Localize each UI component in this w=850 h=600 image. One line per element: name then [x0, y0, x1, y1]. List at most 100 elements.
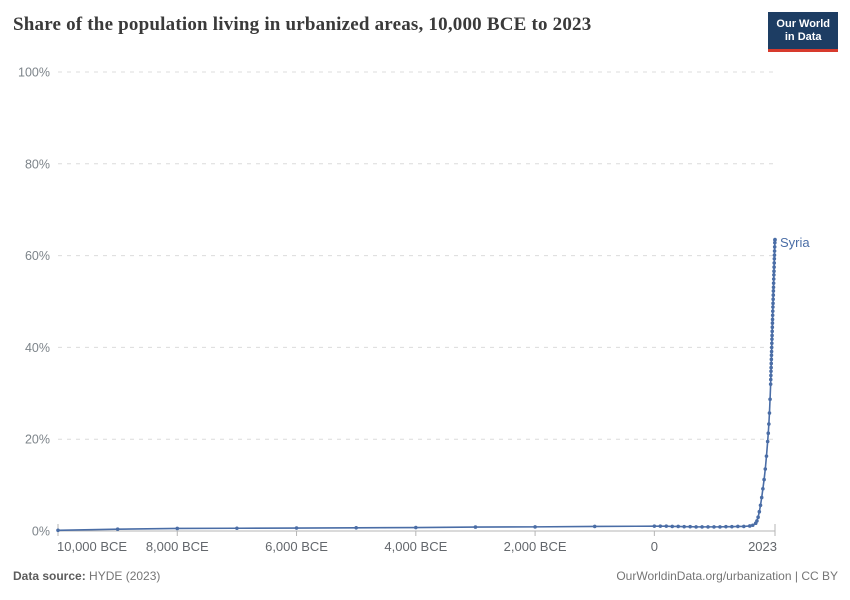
data-point-marker[interactable] [670, 524, 675, 529]
data-point-marker[interactable] [769, 353, 774, 358]
data-point-marker[interactable] [772, 249, 777, 253]
data-point-marker[interactable] [115, 527, 120, 531]
data-point-marker[interactable] [765, 439, 770, 444]
data-point-marker[interactable] [712, 525, 716, 529]
x-tick-label: 10,000 BCE [57, 539, 127, 554]
data-point-marker[interactable] [770, 317, 775, 322]
data-point-marker[interactable] [769, 373, 773, 378]
data-point-marker[interactable] [706, 525, 710, 529]
data-point-marker[interactable] [767, 422, 771, 426]
data-point-marker[interactable] [769, 357, 774, 362]
data-point-marker[interactable] [473, 525, 478, 529]
data-source-label: Data source: [13, 569, 86, 583]
data-point-marker[interactable] [769, 361, 774, 366]
data-point-marker[interactable] [770, 309, 775, 313]
data-point-marker[interactable] [730, 524, 734, 529]
data-point-marker[interactable] [771, 289, 776, 293]
data-point-marker[interactable] [763, 467, 768, 471]
y-tick-label: 40% [25, 341, 50, 355]
series-path[interactable] [57, 238, 776, 532]
data-point-marker[interactable] [766, 431, 771, 436]
data-point-marker[interactable] [694, 525, 698, 529]
data-point-marker[interactable] [767, 411, 772, 415]
data-point-marker[interactable] [688, 524, 692, 529]
data-point-marker[interactable] [762, 477, 766, 482]
series-label-syria[interactable]: Syria [780, 235, 810, 250]
data-point-marker[interactable] [758, 503, 763, 508]
data-point-marker[interactable] [756, 515, 760, 520]
data-point-marker[interactable] [770, 329, 774, 334]
data-point-marker[interactable] [658, 524, 663, 528]
data-point-marker[interactable] [770, 337, 774, 341]
data-point-marker[interactable] [772, 253, 777, 257]
data-point-marker[interactable] [770, 325, 775, 330]
data-point-marker[interactable] [771, 301, 775, 306]
data-point-marker[interactable] [771, 277, 776, 281]
chart-title: Share of the population living in urbani… [13, 14, 592, 35]
y-tick-label: 20% [25, 433, 50, 447]
data-point-marker[interactable] [771, 305, 775, 309]
data-point-marker[interactable] [768, 382, 773, 386]
data-point-marker[interactable] [724, 524, 728, 529]
data-point-marker[interactable] [771, 285, 776, 290]
data-point-marker[interactable] [750, 523, 755, 528]
data-point-marker[interactable] [235, 526, 239, 531]
data-point-marker[interactable] [354, 525, 358, 530]
data-point-marker[interactable] [747, 524, 752, 528]
data-point-marker[interactable] [773, 240, 777, 245]
data-point-marker[interactable] [769, 345, 774, 350]
x-tick-label: 4,000 BCE [384, 539, 447, 554]
line-chart[interactable]: 0% 20% 40% 60% 80% 100% 10,000 BCE 8,000 BCE 6,0… [0, 0, 850, 562]
data-point-marker[interactable] [294, 526, 299, 530]
x-tick-label: 8,000 BCE [146, 539, 209, 554]
data-point-marker[interactable] [770, 333, 774, 338]
data-point-marker[interactable] [676, 524, 681, 529]
data-point-marker[interactable] [771, 293, 776, 297]
data-point-marker[interactable] [770, 313, 775, 318]
data-point-marker[interactable] [770, 321, 775, 325]
data-point-marker[interactable] [742, 524, 746, 529]
credit-link[interactable]: OurWorldinData.org/urbanization | CC BY [616, 569, 838, 583]
y-tick-label: 60% [25, 249, 50, 263]
x-tick-label: 2,000 BCE [504, 539, 567, 554]
x-tick-label: 6,000 BCE [265, 539, 328, 554]
data-point-marker[interactable] [414, 525, 418, 530]
data-point-marker[interactable] [772, 261, 777, 265]
data-point-marker[interactable] [700, 525, 704, 529]
y-tick-label: 100% [18, 66, 50, 80]
data-point-marker[interactable] [533, 525, 537, 529]
data-point-marker[interactable] [769, 365, 773, 370]
data-point-marker[interactable] [772, 269, 776, 274]
data-point-marker[interactable] [773, 237, 777, 242]
data-point-marker[interactable] [592, 524, 597, 529]
data-point-marker[interactable] [175, 526, 180, 531]
data-point-marker[interactable] [759, 495, 764, 500]
data-point-marker[interactable] [757, 509, 762, 514]
data-point-marker[interactable] [664, 524, 669, 528]
data-point-marker[interactable] [761, 486, 765, 491]
data-point-marker[interactable] [718, 525, 722, 529]
data-point-marker[interactable] [770, 341, 774, 346]
data-point-marker[interactable] [764, 454, 769, 458]
data-point-marker[interactable] [682, 524, 686, 529]
data-point-marker[interactable] [652, 524, 657, 528]
data-point-marker[interactable] [56, 528, 60, 533]
data-point-marker[interactable] [771, 281, 776, 285]
data-point-marker[interactable] [768, 377, 773, 382]
owid-logo-line2: in Data [784, 31, 822, 43]
data-point-marker[interactable] [768, 397, 772, 402]
data-point-marker[interactable] [771, 297, 775, 302]
owid-logo-line1: Our World [776, 18, 830, 30]
data-point-marker[interactable] [736, 524, 740, 529]
owid-logo[interactable]: Our World in Data [768, 12, 838, 52]
data-point-marker[interactable] [769, 369, 773, 374]
data-point-marker[interactable] [772, 245, 777, 249]
data-point-marker[interactable] [769, 349, 774, 354]
data-point-marker[interactable] [755, 519, 759, 523]
data-point-marker[interactable] [772, 265, 776, 269]
x-tick-label: 0 [651, 539, 658, 554]
data-point-marker[interactable] [772, 273, 776, 277]
chart-footer: Data source: HYDE (2023) OurWorldinData.… [13, 569, 838, 583]
data-point-marker[interactable] [772, 257, 777, 261]
